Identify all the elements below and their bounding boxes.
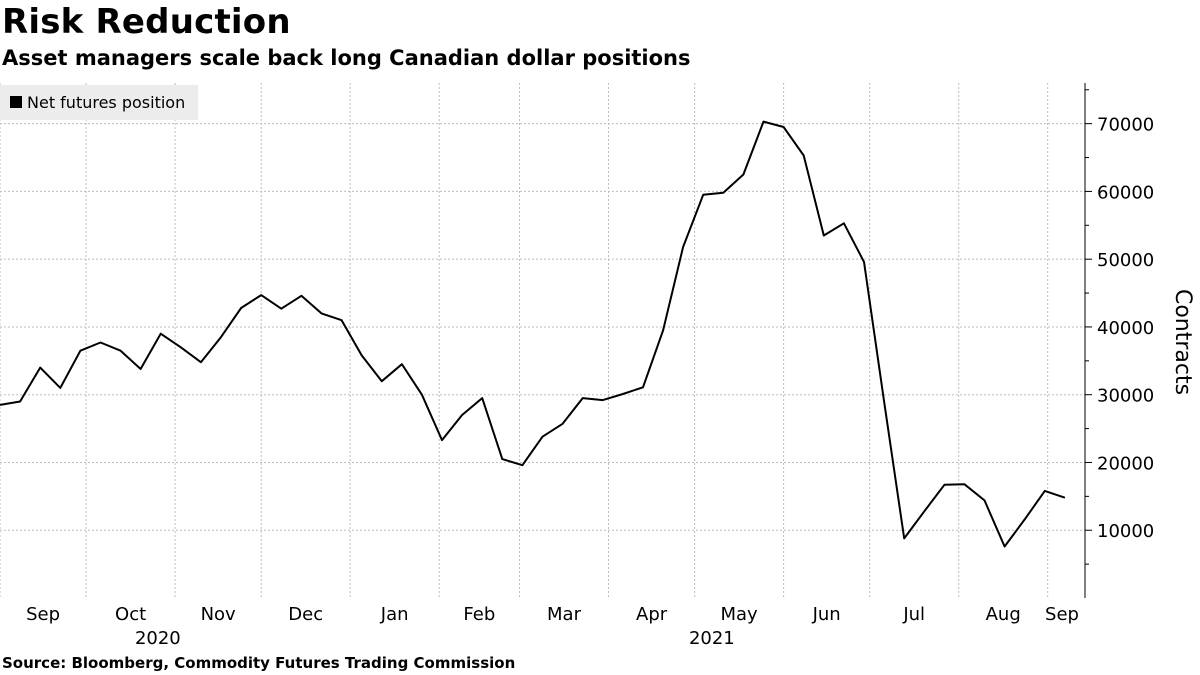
y-tick-label: 40000 <box>1097 318 1154 339</box>
series-lines <box>0 120 1066 548</box>
x-tick-label: May <box>721 604 759 625</box>
y-tick-label: 50000 <box>1097 250 1154 271</box>
chart-subtitle: Asset managers scale back long Canadian … <box>2 46 691 70</box>
x-tick-label: Nov <box>201 604 236 625</box>
axes: 10000 20000 30000 40000 50000 60000 70000 Sep Oc… <box>26 83 1154 649</box>
x-tick-label: Jan <box>380 604 409 625</box>
source-note: Source: Bloomberg, Commodity Futures Tra… <box>2 654 516 672</box>
x-tick-label: Oct <box>115 604 146 625</box>
legend-background <box>0 85 198 120</box>
legend: Net futures position <box>0 85 198 120</box>
chart-title: Risk Reduction <box>2 2 291 42</box>
y-tick-label: 30000 <box>1097 386 1154 407</box>
legend-swatch <box>10 96 22 108</box>
x-tick-label: Jun <box>812 604 841 625</box>
x-tick-label: Mar <box>547 604 582 625</box>
x-tick-label: Apr <box>636 604 668 625</box>
series-line-net-futures-position <box>0 120 1066 548</box>
x-tick-label: Sep <box>1045 604 1079 625</box>
y-tick-label: 20000 <box>1097 453 1154 474</box>
x-tick-label: Dec <box>288 604 323 625</box>
y-tick-label: 70000 <box>1097 115 1154 136</box>
legend-label: Net futures position <box>27 93 185 112</box>
x-tick-label: Feb <box>463 604 495 625</box>
x-tick-label: Aug <box>986 604 1021 625</box>
y-tick-label: 60000 <box>1097 182 1154 203</box>
y-axis-label: Contracts <box>1170 289 1195 395</box>
y-tick-label: 10000 <box>1097 521 1154 542</box>
x-tick-label: Jul <box>902 604 925 625</box>
x-year-label: 2021 <box>689 628 735 649</box>
gridlines <box>0 83 1085 598</box>
x-year-label: 2020 <box>135 628 181 649</box>
x-tick-label: Sep <box>26 604 60 625</box>
